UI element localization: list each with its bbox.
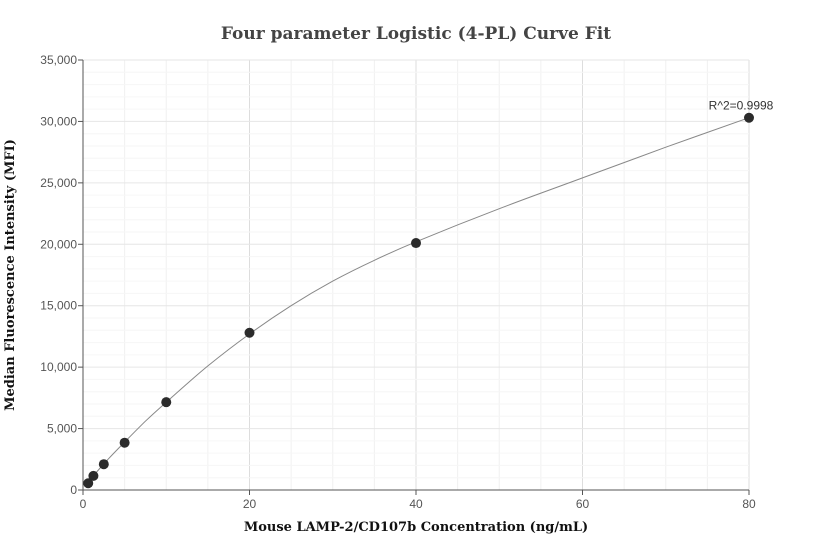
y-tick-label: 20,000 [40,237,77,251]
y-tick-label: 30,000 [40,114,77,128]
y-axis-title: Median Fluorescence Intensity (MFI) [3,139,18,411]
x-tick-label: 80 [742,497,756,511]
y-tick-label: 10,000 [40,360,77,374]
x-tick-label: 20 [243,497,257,511]
data-points [83,112,754,489]
y-tick-label: 35,000 [40,53,77,67]
x-axis-title: Mouse LAMP-2/CD107b Concentration (ng/mL… [244,520,588,535]
y-tick-label: 0 [70,483,77,497]
data-point [411,238,421,249]
y-ticks: 0 5,000 10,000 15,000 20,000 25,000 30,000 35,0… [40,53,83,497]
data-point [98,459,109,470]
data-point [744,112,754,123]
y-tick-label: 5,000 [47,422,77,436]
x-tick-label: 40 [409,497,423,511]
data-point [88,470,99,481]
y-tick-label: 25,000 [40,176,77,190]
grid [82,59,750,491]
x-tick-label: 0 [80,497,87,511]
x-tick-label: 60 [576,497,590,511]
r-squared-annotation: R^2=0.9998 [709,99,774,113]
fit-curve [85,117,750,487]
y-tick-label: 15,000 [40,299,77,313]
x-ticks: 0 20 40 60 80 [80,490,756,511]
chart-title: Four parameter Logistic (4-PL) Curve Fit [221,24,611,44]
data-point [119,437,130,448]
data-point [244,327,255,338]
data-point [161,397,172,408]
data-point [83,478,94,489]
